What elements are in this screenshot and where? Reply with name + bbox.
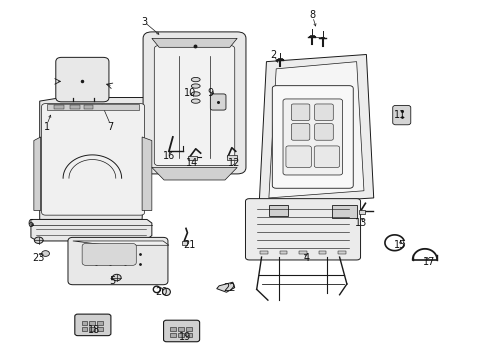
Bar	[299, 251, 306, 254]
FancyBboxPatch shape	[291, 104, 309, 121]
Bar	[178, 327, 183, 331]
Bar	[181, 240, 187, 245]
Bar	[260, 251, 267, 254]
Text: 7: 7	[107, 122, 113, 132]
Bar	[83, 105, 93, 109]
FancyBboxPatch shape	[143, 32, 245, 174]
Text: 15: 15	[393, 240, 406, 250]
Text: 2: 2	[270, 50, 276, 60]
Ellipse shape	[34, 237, 43, 243]
Bar	[279, 251, 287, 254]
Text: 8: 8	[309, 10, 315, 20]
Text: 20: 20	[155, 287, 167, 297]
Bar	[89, 320, 95, 325]
Polygon shape	[216, 282, 234, 292]
Text: 11: 11	[394, 111, 406, 121]
Bar	[81, 327, 87, 331]
Bar	[178, 333, 183, 337]
FancyBboxPatch shape	[272, 86, 352, 188]
Text: 18: 18	[88, 325, 100, 335]
FancyBboxPatch shape	[314, 124, 332, 140]
Polygon shape	[73, 241, 168, 245]
Ellipse shape	[41, 251, 49, 256]
Text: 1: 1	[44, 122, 50, 132]
Bar	[70, 105, 80, 109]
FancyBboxPatch shape	[68, 237, 167, 285]
Text: 22: 22	[223, 283, 236, 293]
Polygon shape	[34, 137, 41, 211]
FancyBboxPatch shape	[210, 94, 225, 110]
Bar	[54, 105, 64, 109]
Bar	[97, 327, 103, 331]
Bar	[185, 333, 191, 337]
Bar	[81, 320, 87, 325]
Polygon shape	[152, 39, 237, 47]
FancyBboxPatch shape	[314, 104, 332, 121]
Text: 12: 12	[227, 158, 240, 168]
Bar	[170, 333, 176, 337]
Ellipse shape	[191, 92, 200, 96]
FancyBboxPatch shape	[163, 320, 199, 342]
Text: 23: 23	[33, 253, 45, 263]
Polygon shape	[268, 62, 363, 198]
Polygon shape	[259, 54, 373, 205]
Text: 3: 3	[141, 17, 147, 27]
Bar	[89, 327, 95, 331]
Polygon shape	[268, 205, 288, 216]
FancyBboxPatch shape	[56, 57, 109, 102]
Polygon shape	[331, 205, 356, 218]
Text: 6: 6	[27, 219, 33, 229]
Ellipse shape	[191, 77, 200, 82]
Polygon shape	[142, 137, 152, 211]
Polygon shape	[152, 167, 237, 180]
FancyBboxPatch shape	[41, 104, 144, 215]
Text: 4: 4	[303, 253, 309, 263]
Bar	[185, 327, 191, 331]
FancyBboxPatch shape	[154, 45, 234, 166]
Text: 14: 14	[185, 158, 198, 168]
Ellipse shape	[191, 99, 200, 103]
FancyBboxPatch shape	[245, 199, 360, 260]
Ellipse shape	[162, 288, 170, 296]
Text: 16: 16	[163, 150, 175, 161]
Text: 10: 10	[183, 88, 196, 98]
Text: 19: 19	[179, 332, 191, 342]
Text: 17: 17	[422, 257, 434, 267]
FancyBboxPatch shape	[75, 314, 111, 336]
Ellipse shape	[191, 84, 200, 88]
Bar	[170, 327, 176, 331]
FancyBboxPatch shape	[82, 243, 136, 265]
Bar	[358, 211, 364, 214]
Bar	[188, 156, 197, 159]
FancyBboxPatch shape	[314, 146, 339, 167]
Bar	[47, 104, 139, 110]
Polygon shape	[31, 220, 152, 241]
Bar	[226, 155, 236, 159]
FancyBboxPatch shape	[392, 105, 410, 125]
FancyBboxPatch shape	[285, 146, 311, 167]
Ellipse shape	[112, 274, 121, 281]
Text: 5: 5	[108, 276, 115, 286]
Polygon shape	[40, 98, 147, 220]
Text: 9: 9	[207, 88, 213, 98]
Text: 21: 21	[183, 240, 196, 250]
FancyBboxPatch shape	[283, 99, 342, 175]
Bar	[318, 251, 326, 254]
Bar	[97, 320, 103, 325]
Text: 13: 13	[355, 218, 367, 228]
Bar	[337, 251, 345, 254]
FancyBboxPatch shape	[291, 124, 309, 140]
